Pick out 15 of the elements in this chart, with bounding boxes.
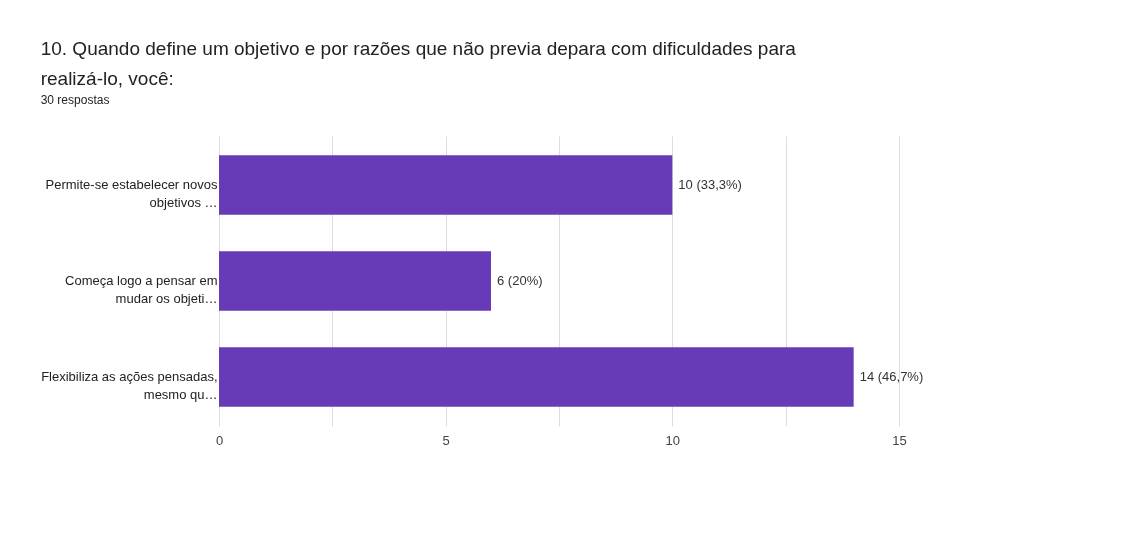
text: 30 respostas [40,93,110,107]
x-tick-label: 5 [442,432,450,448]
y-tick-label: Permite-se estabelecer novos objetivos … [45,176,218,210]
data-label: 10 (33,3%) [678,176,742,192]
x-tick-label: 15 [892,432,907,448]
chart-title: 10. Quando define um objetivo e por razões que não previa depara com dificuldades para realizá-lo, você: [40,38,797,89]
data-label: 6 (20%) [497,273,543,288]
bar [219,347,854,407]
data-label: 14 (46,7%) [859,369,924,385]
y-tick-label: Flexibiliza as ações pensadas, mesmo qu… [41,369,218,403]
bar [219,251,491,311]
y-tick-label: Começa logo a pensar em mudar os objeti… [65,273,218,306]
x-tick-label: 0 [215,432,224,448]
bar [219,155,673,215]
x-tick-label: 10 [665,432,681,448]
